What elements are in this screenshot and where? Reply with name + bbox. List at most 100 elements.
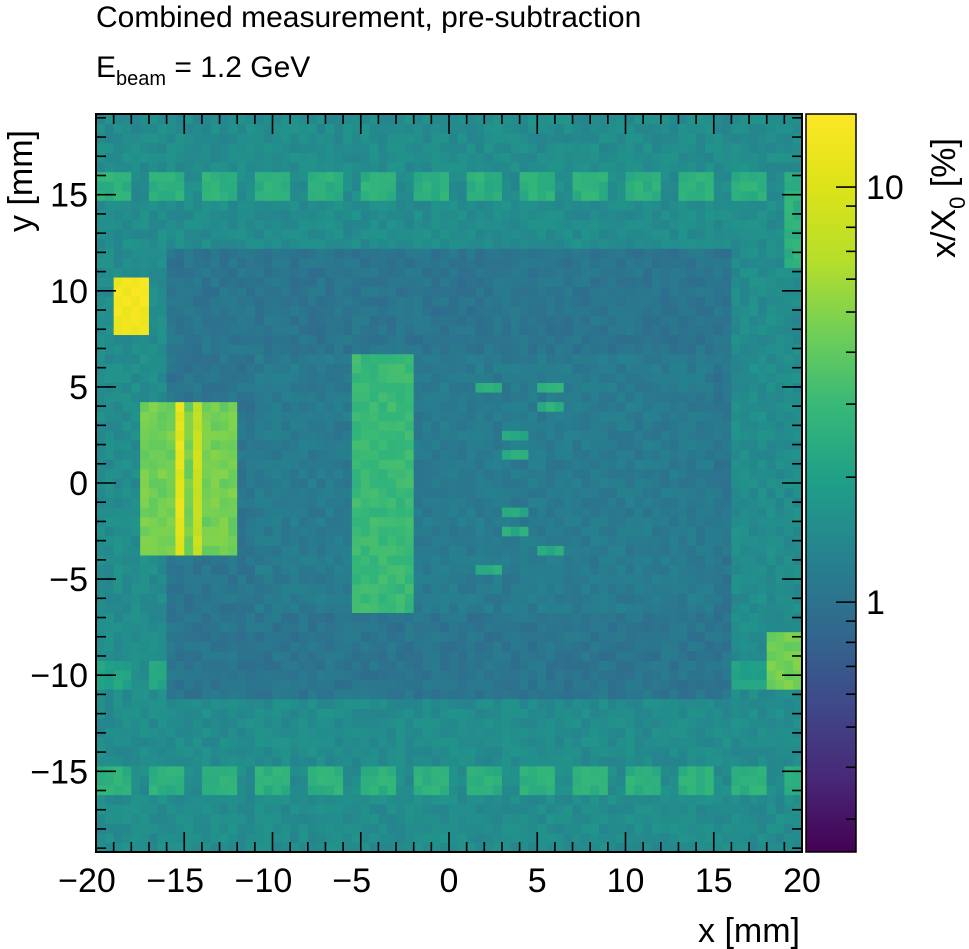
heatmap-cell [669, 497, 680, 508]
heatmap-cell [722, 334, 732, 345]
heatmap-cell [731, 324, 741, 336]
heatmap-cell [396, 411, 406, 422]
heatmap-cell [298, 669, 309, 681]
heatmap-cell [431, 286, 441, 297]
heatmap-cell [413, 468, 424, 479]
heatmap-cell [157, 506, 168, 518]
heatmap-cell [184, 602, 194, 613]
heatmap-cell [484, 430, 494, 441]
heatmap-cell [175, 717, 185, 728]
heatmap-cell [104, 564, 115, 575]
heatmap-cell [740, 631, 750, 642]
heatmap-cell [678, 717, 688, 728]
heatmap-cell [96, 583, 106, 594]
heatmap-cell [660, 660, 671, 671]
heatmap-cell [749, 842, 759, 853]
heatmap-cell [343, 784, 353, 796]
heatmap-cell [793, 267, 803, 278]
heatmap-cell [519, 478, 530, 489]
heatmap-cell [431, 526, 441, 537]
heatmap-cell [281, 276, 291, 288]
heatmap-cell [228, 612, 238, 623]
heatmap-cell [457, 804, 468, 815]
heatmap-cell [563, 257, 574, 268]
heatmap-cell [528, 257, 538, 268]
heatmap-cell [501, 708, 512, 719]
heatmap-cell [669, 401, 680, 412]
heatmap-cell [607, 545, 618, 556]
heatmap-cell [272, 382, 282, 393]
heatmap-cell [625, 372, 635, 383]
heatmap-cell [713, 631, 724, 642]
heatmap-cell [157, 574, 168, 585]
heatmap-cell [590, 784, 600, 796]
heatmap-cell [740, 526, 750, 537]
heatmap-cell [722, 372, 732, 383]
heatmap-cell [510, 554, 521, 566]
heatmap-cell [669, 564, 680, 575]
heatmap-cell [563, 784, 574, 796]
heatmap-cell [343, 650, 353, 661]
heatmap-cell [219, 564, 229, 575]
heatmap-cell [625, 564, 635, 575]
heatmap-cell [413, 305, 424, 316]
heatmap-cell [404, 334, 415, 345]
heatmap-cell [316, 478, 327, 489]
heatmap-cell [316, 746, 327, 757]
heatmap-cell [254, 765, 265, 776]
heatmap-cell [678, 842, 688, 853]
heatmap-cell [228, 669, 238, 681]
heatmap-cell [757, 804, 768, 815]
heatmap-cell [466, 717, 477, 728]
heatmap-cell [281, 669, 291, 681]
heatmap-cell [528, 832, 538, 844]
heatmap-cell [281, 248, 291, 259]
heatmap-cell [510, 650, 521, 661]
heatmap-cell [104, 554, 115, 566]
heatmap-cell [669, 679, 680, 690]
heatmap-cell [440, 679, 450, 690]
heatmap-cell [590, 698, 600, 709]
heatmap-cell [501, 602, 512, 613]
heatmap-cell [625, 631, 635, 642]
heatmap-cell [625, 679, 635, 690]
heatmap-cell [678, 660, 688, 671]
heatmap-cell [193, 794, 203, 805]
heatmap-cell [378, 794, 388, 805]
heatmap-cell [334, 574, 344, 585]
heatmap-cell [493, 564, 503, 575]
heatmap-cell [713, 411, 724, 422]
heatmap-cell [131, 257, 141, 268]
heatmap-cell [528, 804, 538, 815]
heatmap-cell [722, 401, 732, 412]
heatmap-cell [193, 689, 203, 700]
heatmap-cell [290, 746, 300, 757]
heatmap-cell [404, 411, 415, 422]
heatmap-cell [634, 382, 644, 393]
heatmap-cell [731, 420, 741, 431]
heatmap-cell [475, 804, 485, 815]
heatmap-cell [290, 804, 300, 815]
heatmap-cell [254, 267, 265, 278]
heatmap-cell [281, 564, 291, 575]
heatmap-cell [510, 621, 521, 633]
heatmap-cell [766, 305, 777, 316]
heatmap-cell [210, 487, 221, 498]
heatmap-cell [290, 315, 300, 326]
heatmap-cell [201, 344, 212, 355]
heatmap-cell [281, 583, 291, 594]
heatmap-cell [501, 583, 512, 594]
heatmap-cell [731, 631, 741, 642]
heatmap-cell [537, 621, 547, 633]
heatmap-cell [396, 478, 406, 489]
heatmap-cell [201, 602, 212, 613]
heatmap-cell [493, 746, 503, 757]
heatmap-cell [378, 832, 388, 844]
heatmap-cell [457, 487, 468, 498]
heatmap-cell [281, 679, 291, 690]
heatmap-cell [131, 401, 141, 412]
heatmap-cell [404, 708, 415, 719]
heatmap-cell [387, 727, 397, 738]
heatmap-cell [122, 545, 132, 556]
heatmap-cell [643, 794, 653, 805]
